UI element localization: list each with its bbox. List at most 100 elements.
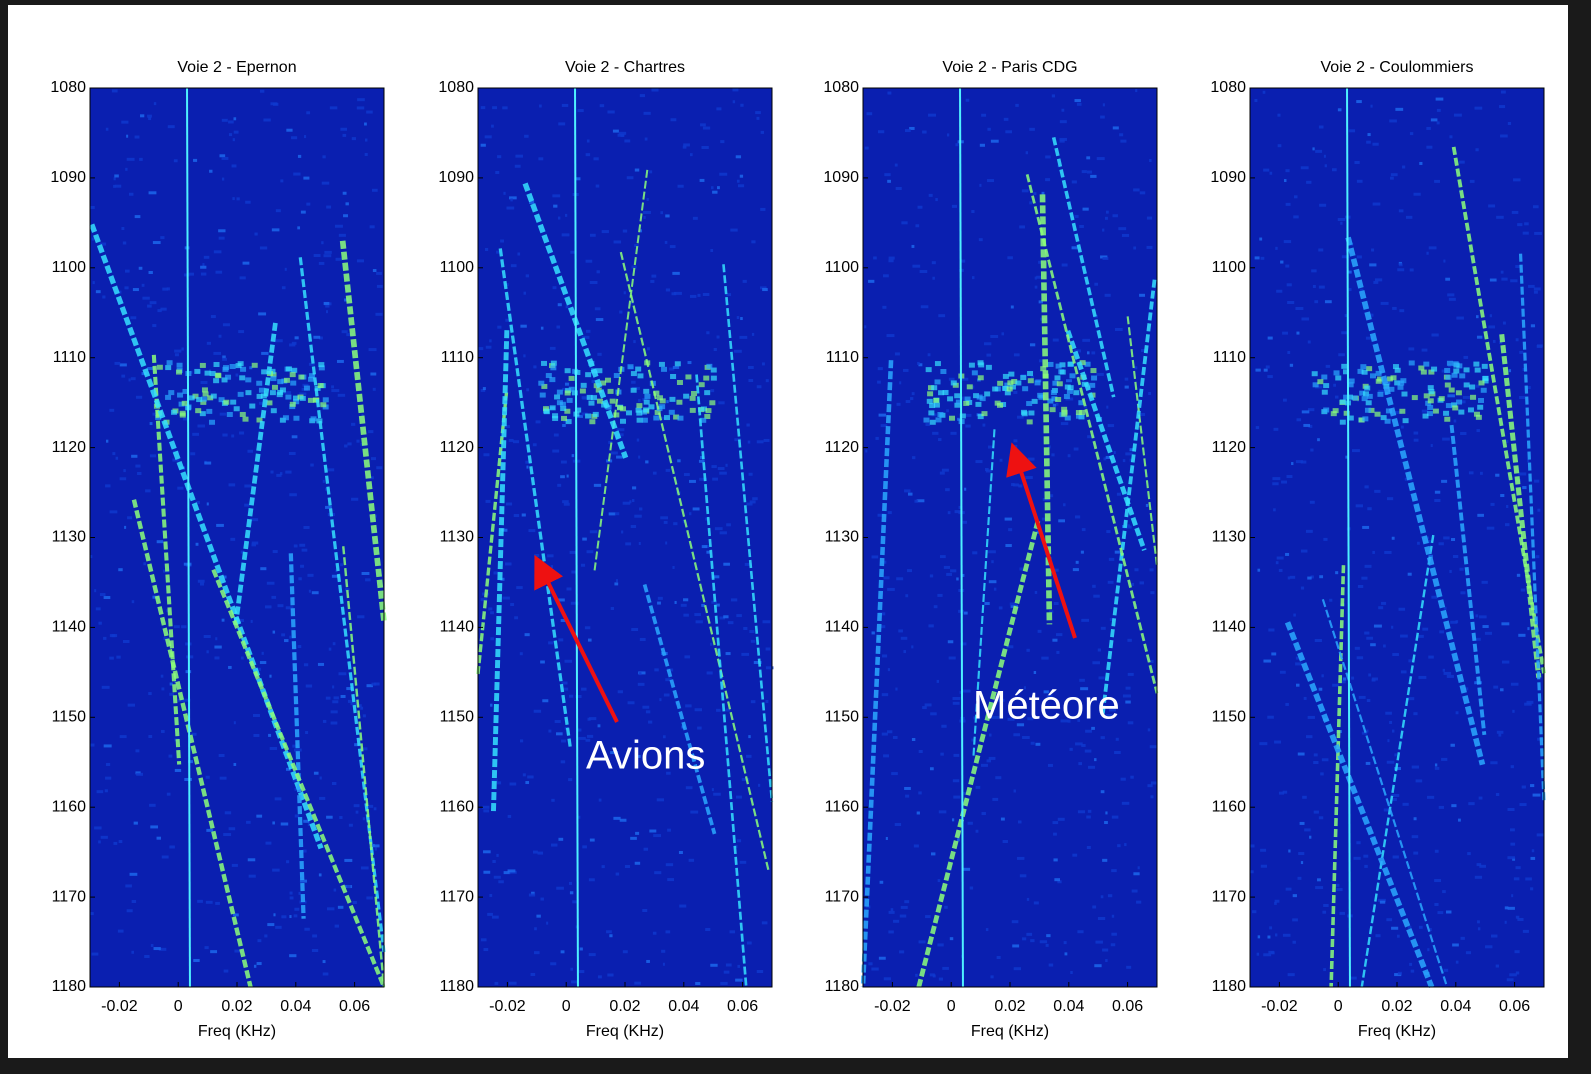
texture [98,621,102,625]
texture [115,456,119,460]
texture [701,145,709,149]
x-tick-label: -0.02 [874,998,911,1015]
texture [283,391,292,395]
texture [1071,246,1078,250]
texture [616,405,623,411]
texture [689,395,696,401]
texture [118,840,123,844]
texture [1283,398,1287,402]
texture [739,335,748,339]
texture [1515,971,1520,975]
texture [555,732,563,736]
texture [887,91,892,95]
texture [149,301,157,305]
texture [595,387,602,393]
texture [587,717,591,721]
texture [1524,222,1529,226]
texture [894,352,900,356]
texture [1492,339,1496,343]
texture [322,960,326,964]
texture [1364,485,1369,489]
texture [549,377,556,383]
texture [1456,399,1463,405]
texture [253,733,260,737]
texture [1148,392,1151,396]
texture [654,668,659,672]
texture [1125,686,1131,690]
texture [916,499,925,503]
texture [1301,410,1310,414]
texture [1050,389,1057,395]
texture [977,360,984,366]
texture [1087,435,1095,439]
texture [1495,473,1500,477]
texture [1041,656,1049,660]
texture [1065,397,1074,401]
texture [557,216,561,220]
annotation: Avions [586,734,705,778]
texture [1292,894,1297,898]
texture [895,687,898,691]
texture [679,904,687,908]
texture [1306,180,1312,184]
texture [716,603,720,607]
texture [1478,397,1485,403]
texture [1139,581,1145,585]
texture [619,418,626,424]
texture [1299,821,1305,825]
texture [591,379,597,383]
texture [1510,682,1519,686]
texture [1451,402,1458,408]
texture [541,360,548,366]
texture [690,810,699,814]
texture [528,893,536,897]
texture [739,174,744,178]
texture [1129,458,1133,462]
texture [1334,395,1339,399]
texture [239,431,245,435]
texture [1356,179,1363,183]
texture [1469,179,1475,183]
texture [904,129,911,133]
texture [589,838,595,842]
texture [1347,415,1354,421]
texture [325,487,329,491]
texture [221,618,225,622]
texture [552,413,559,419]
texture [886,334,895,338]
texture [881,732,888,736]
texture [250,619,253,623]
x-axis-label: Freq (KHz) [971,1023,1049,1040]
texture [570,967,573,971]
x-tick-label: -0.02 [1261,998,1298,1015]
texture [325,505,332,509]
texture [1490,502,1495,506]
texture [1260,256,1265,260]
texture [956,577,959,581]
texture [1100,790,1105,794]
texture [1518,472,1527,476]
texture [946,133,950,137]
texture [1010,305,1014,309]
texture [951,204,958,208]
texture [763,438,770,442]
texture [1504,906,1509,910]
texture [610,607,615,611]
texture [1114,550,1121,554]
texture [1093,594,1100,598]
texture [1096,157,1105,161]
texture [1059,137,1067,141]
texture [1067,361,1074,367]
texture [1061,411,1068,417]
texture [1133,188,1140,192]
texture [508,438,514,442]
texture [973,393,980,399]
texture [639,672,642,676]
texture [1287,973,1295,977]
texture [316,418,323,424]
texture [504,562,512,566]
texture [1289,575,1296,579]
texture [1078,400,1085,406]
texture [665,678,672,682]
texture [939,471,945,475]
